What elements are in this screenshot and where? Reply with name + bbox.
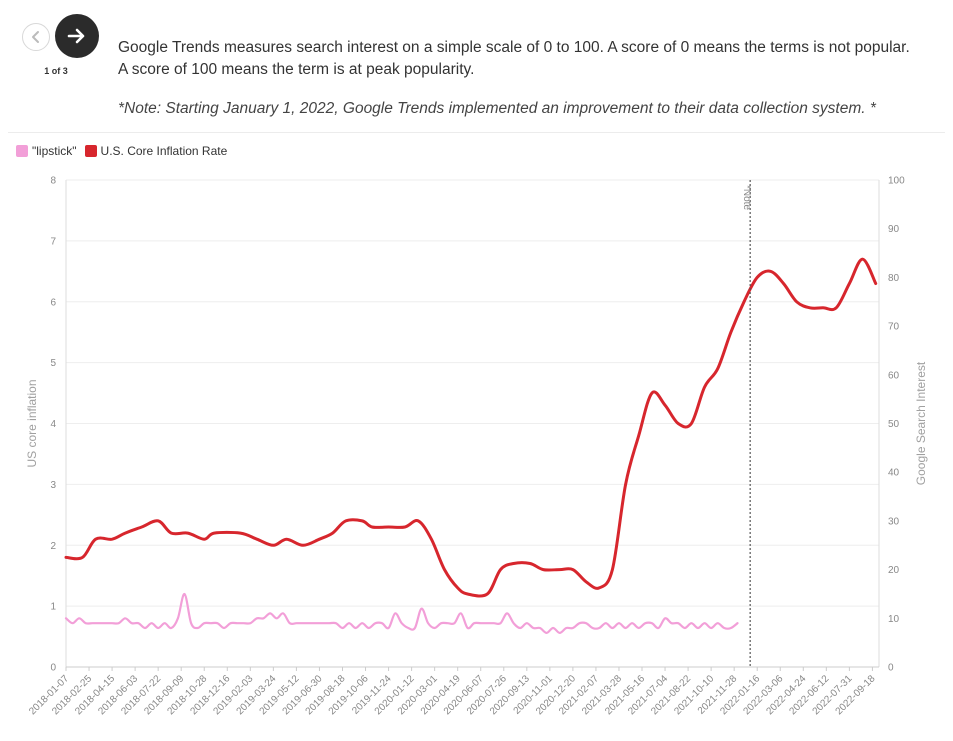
legend-swatch-inflation bbox=[84, 145, 97, 157]
chart-legend: "lipstick" U.S. Core Inflation Rate bbox=[16, 144, 235, 158]
y-right-tick-label: 50 bbox=[888, 419, 900, 430]
y-left-tick-label: 5 bbox=[50, 358, 56, 369]
y-right-tick-label: 20 bbox=[888, 565, 900, 576]
legend-label-inflation: U.S. Core Inflation Rate bbox=[100, 144, 228, 158]
data-collection-note: *Note: Starting January 1, 2022, Google … bbox=[118, 100, 876, 117]
y-right-tick-label: 40 bbox=[888, 468, 900, 479]
y-right-tick-label: 90 bbox=[888, 224, 900, 235]
y-left-tick-label: 3 bbox=[50, 480, 56, 491]
y-right-tick-label: 80 bbox=[888, 273, 900, 284]
chart-description: Google Trends measures search interest o… bbox=[118, 39, 910, 78]
next-slide-button[interactable] bbox=[55, 14, 99, 58]
y-left-tick-label: 1 bbox=[50, 602, 56, 613]
y-left-tick-label: 0 bbox=[50, 663, 56, 674]
legend-item-lipstick[interactable]: "lipstick" bbox=[16, 144, 77, 158]
y-left-tick-label: 6 bbox=[50, 297, 56, 308]
y-right-tick-label: 10 bbox=[888, 614, 900, 625]
divider bbox=[8, 132, 945, 133]
y-right-tick-label: 30 bbox=[888, 516, 900, 527]
legend-item-inflation[interactable]: U.S. Core Inflation Rate bbox=[84, 144, 228, 158]
y-left-tick-label: 8 bbox=[50, 176, 56, 187]
arrow-right-icon bbox=[67, 28, 85, 44]
note-annotation-label: *Note bbox=[741, 185, 752, 210]
series-line-lipstick bbox=[64, 592, 739, 634]
y-right-tick-label: 100 bbox=[888, 176, 905, 187]
arrow-left-icon bbox=[32, 31, 39, 43]
slide-counter: 1 of 3 bbox=[44, 66, 68, 76]
previous-slide-button[interactable] bbox=[22, 23, 50, 51]
y-right-tick-label: 0 bbox=[888, 663, 894, 674]
y-left-tick-label: 7 bbox=[50, 236, 56, 247]
legend-swatch-lipstick bbox=[16, 145, 28, 157]
y-right-axis-title: Google Search Interest bbox=[914, 361, 928, 485]
y-right-tick-label: 70 bbox=[888, 322, 900, 333]
y-right-tick-label: 60 bbox=[888, 370, 900, 381]
legend-label-lipstick: "lipstick" bbox=[32, 144, 77, 158]
y-left-tick-label: 4 bbox=[50, 419, 56, 430]
y-left-axis-title: US core inflation bbox=[25, 379, 39, 467]
y-left-tick-label: 2 bbox=[50, 541, 56, 552]
